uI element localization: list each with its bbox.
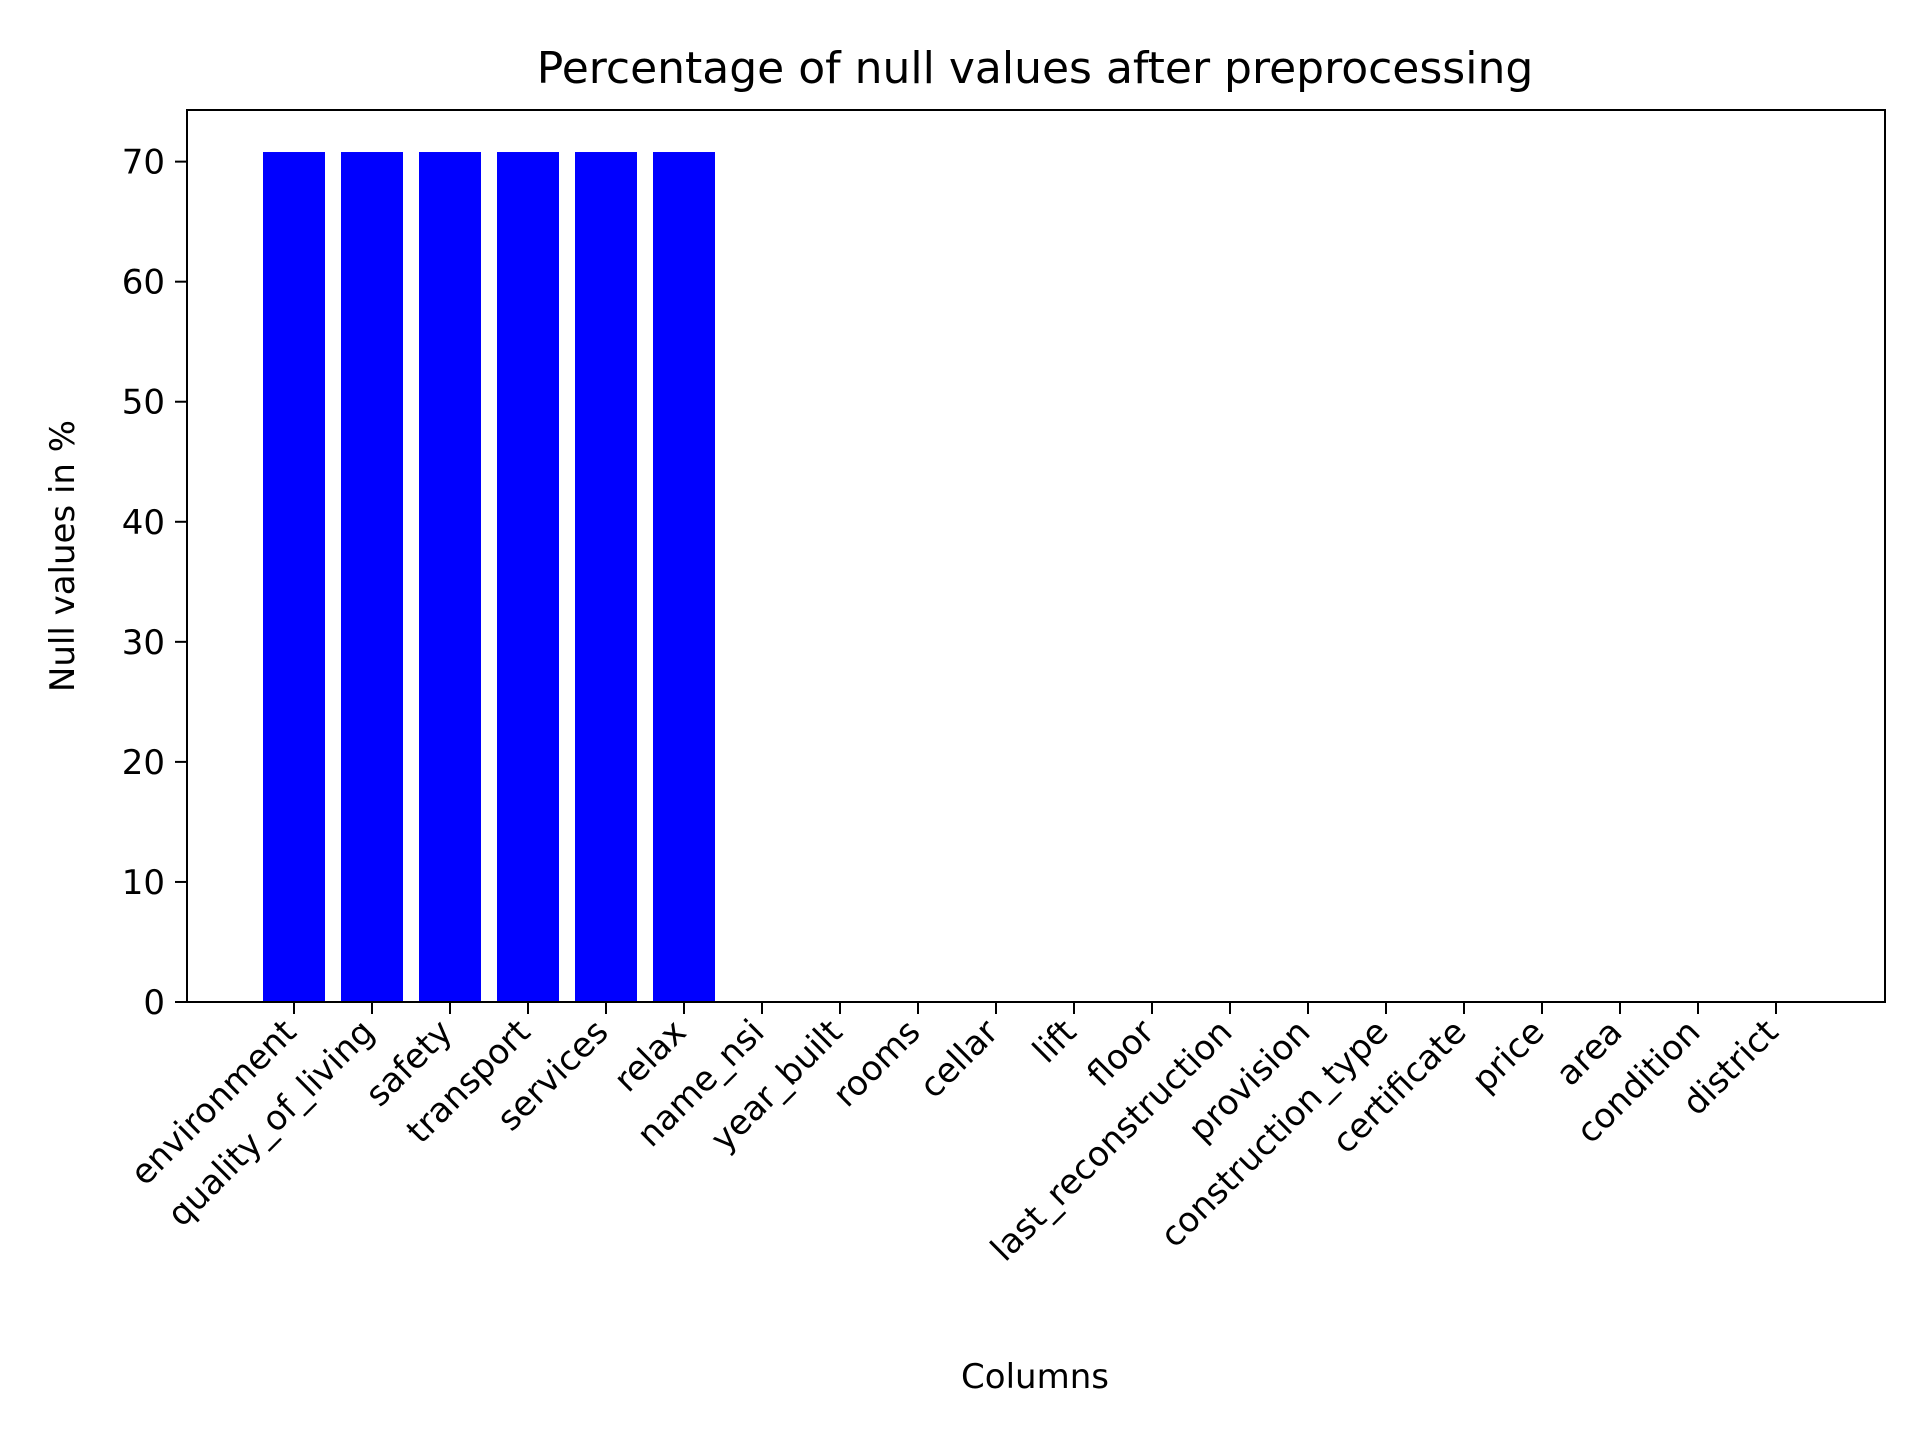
bar-transport xyxy=(497,152,559,1002)
x-tick-label-rooms: rooms xyxy=(825,1012,928,1115)
y-tick-label-60: 60 xyxy=(122,263,165,303)
bar-relax xyxy=(653,152,715,1002)
bar-services xyxy=(575,152,637,1002)
y-axis: 0 10 20 30 40 50 60 70 xyxy=(122,143,187,1023)
bars-group xyxy=(263,152,715,1002)
x-tick-label-cellar: cellar xyxy=(912,1012,1006,1106)
chart-title: Percentage of null values after preproce… xyxy=(537,43,1534,94)
y-axis-title: Null values in % xyxy=(43,420,83,692)
bar-safety xyxy=(419,152,481,1002)
bar-quality_of_living xyxy=(341,152,403,1002)
y-tick-label-70: 70 xyxy=(122,143,165,183)
y-tick-label-10: 10 xyxy=(122,863,165,903)
y-tick-label-40: 40 xyxy=(122,503,165,543)
bar-environment xyxy=(263,152,325,1002)
y-tick-label-0: 0 xyxy=(143,983,165,1023)
x-axis-title: Columns xyxy=(961,1357,1109,1397)
x-tick-label-lift: lift xyxy=(1025,1012,1084,1071)
plot-frame xyxy=(186,109,1886,1003)
y-tick-label-30: 30 xyxy=(122,623,165,663)
y-tick-label-20: 20 xyxy=(122,743,165,783)
x-tick-label-price: price xyxy=(1464,1012,1552,1100)
x-axis: environmentquality_of_livingsafetytransp… xyxy=(123,1002,1786,1269)
y-tick-label-50: 50 xyxy=(122,383,165,423)
